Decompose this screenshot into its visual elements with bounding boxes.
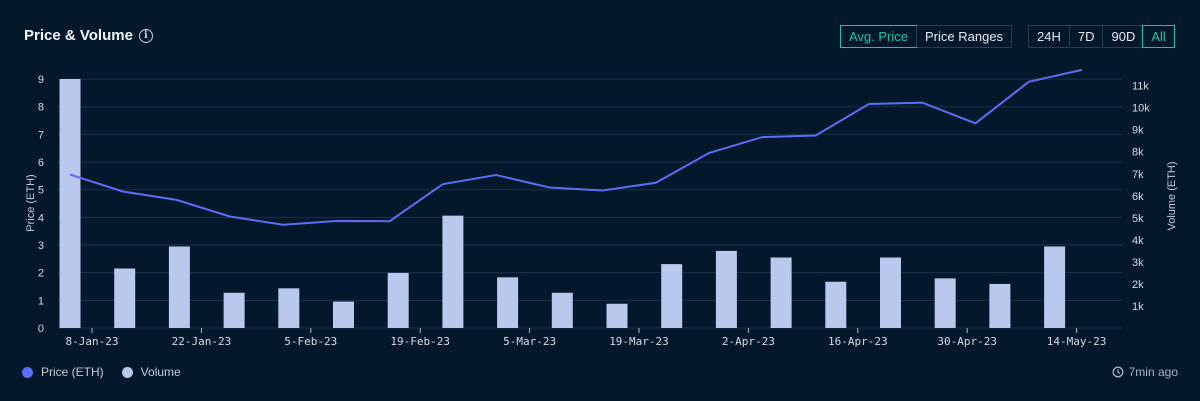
grid-lines (58, 78, 1122, 329)
volume-bar (551, 292, 573, 328)
clock-refresh-icon (1112, 366, 1124, 378)
time-range-toggle: 24H 7D 90D All (1028, 25, 1175, 48)
volume-bars (59, 79, 1066, 328)
volume-tick-label: 9k (1132, 125, 1144, 137)
price-legend-label[interactable]: Price (ETH) (41, 365, 104, 379)
price-ranges-button[interactable]: Price Ranges (916, 26, 1011, 47)
range-90d-button[interactable]: 90D (1102, 26, 1143, 47)
price-line (69, 68, 1083, 226)
price-tick-label: 8 (38, 102, 44, 114)
date-tick-label: 30-Apr-23 (937, 335, 997, 348)
volume-tick-label: 8k (1132, 147, 1144, 159)
date-tick-label: 8-Jan-23 (66, 335, 119, 348)
volume-bar (661, 264, 683, 328)
volume-bar (934, 278, 956, 328)
volume-axis-label: Volume (ETH) (1166, 161, 1178, 230)
volume-bar (1044, 246, 1066, 328)
price-tick-label: 4 (38, 212, 44, 224)
date-tick-label: 19-Feb-23 (390, 335, 450, 348)
last-updated-text: 7min ago (1128, 365, 1178, 379)
price-tick-label: 5 (38, 185, 44, 197)
volume-legend-swatch (121, 366, 133, 378)
volume-tick-label: 6k (1132, 191, 1144, 203)
volume-tick-label: 10k (1132, 103, 1150, 115)
price-tick-label: 1 (38, 295, 44, 307)
chart-legend: Price (ETH) Volume (22, 365, 181, 379)
date-tick-label: 5-Feb-23 (284, 335, 337, 348)
info-icon[interactable]: i (138, 28, 153, 43)
volume-tick-label: 4k (1132, 235, 1144, 247)
volume-bar (387, 272, 409, 328)
volume-tick-label: 11k (1132, 81, 1149, 93)
price-axis-label: Price (ETH) (25, 174, 37, 231)
range-7d-button[interactable]: 7D (1068, 26, 1103, 47)
volume-tick-label: 7k (1132, 169, 1144, 181)
date-axis-ticks: 8-Jan-23 22-Jan-23 5-Feb-23 19-Feb-23 5-Mar-… (66, 328, 1107, 348)
volume-bar (442, 215, 464, 328)
volume-bar (497, 277, 519, 328)
date-tick-label: 14-May-23 (1047, 335, 1107, 348)
volume-bar (715, 250, 737, 328)
volume-bar (114, 268, 136, 328)
price-legend-swatch (22, 366, 33, 378)
volume-bar (606, 303, 628, 328)
volume-tick-label: 3k (1132, 257, 1144, 269)
price-tick-label: 3 (38, 240, 44, 252)
price-mode-toggle: Avg. Price Price Ranges (840, 25, 1013, 48)
price-tick-label: 2 (38, 268, 44, 280)
range-all-button[interactable]: All (1142, 25, 1175, 48)
date-tick-label: 16-Apr-23 (828, 335, 888, 348)
volume-bar (825, 281, 847, 328)
volume-bar (223, 292, 245, 328)
volume-bar (333, 301, 354, 328)
chart-title-text: Price & Volume (24, 27, 133, 44)
date-tick-label: 19-Mar-23 (609, 335, 669, 348)
volume-legend-label[interactable]: Volume (140, 365, 181, 379)
volume-bar (168, 246, 190, 328)
volume-bar (59, 79, 81, 328)
price-tick-label: 0 (38, 323, 44, 335)
price-tick-label: 7 (38, 129, 44, 141)
volume-bar (770, 257, 792, 328)
chart-title: Price & Volume i (24, 27, 153, 44)
volume-bar (880, 257, 901, 328)
range-24h-button[interactable]: 24H (1037, 29, 1061, 44)
volume-bar (989, 283, 1011, 328)
price-tick-label: 6 (38, 157, 44, 169)
volume-tick-label: 5k (1132, 213, 1144, 225)
last-updated: 7min ago (1112, 365, 1178, 379)
volume-tick-label: 1k (1132, 301, 1144, 313)
date-tick-label: 22-Jan-23 (172, 335, 232, 348)
volume-axis-ticks: 1k 2k 3k 4k 5k 6k 7k 8k 9k 10k 11k (1132, 81, 1150, 313)
volume-tick-label: 2k (1132, 279, 1144, 291)
volume-bar (278, 288, 300, 328)
price-axis-ticks: 0 1 2 3 4 5 6 7 8 9 (38, 74, 44, 335)
price-tick-label: 9 (38, 74, 44, 86)
date-tick-label: 2-Apr-23 (722, 335, 775, 348)
date-tick-label: 5-Mar-23 (503, 335, 556, 348)
